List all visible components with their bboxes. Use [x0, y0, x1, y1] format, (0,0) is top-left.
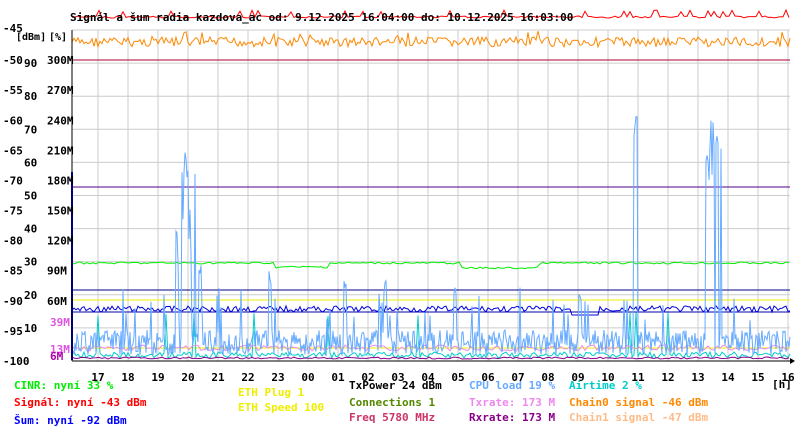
- rate-tick-label: 150M: [47, 205, 74, 218]
- chain0-signal-line: [71, 30, 791, 49]
- pct-tick-label: 20: [24, 289, 37, 302]
- x-unit-label: [h]: [772, 378, 792, 391]
- pct-tick-label: 50: [24, 190, 37, 203]
- legend-signal: Signál: nyní -43 dBm: [14, 396, 147, 409]
- x-tick-label: 11: [631, 371, 645, 384]
- rate-tick-label: 180M: [47, 174, 74, 187]
- dbm-tick-label: -95: [3, 325, 23, 338]
- x-tick-label: 19: [151, 371, 164, 384]
- airtime-line: [71, 312, 791, 360]
- x-tick-label: 13: [691, 371, 704, 384]
- x-tick-label: 20: [181, 371, 194, 384]
- dbm-tick-label: -60: [3, 114, 23, 127]
- x-axis-arrow: [790, 358, 795, 364]
- x-tick-label: 01: [331, 371, 345, 384]
- x-tick-label: 08: [541, 371, 554, 384]
- x-tick-label: 16: [781, 371, 795, 384]
- dbm-tick-label: -80: [3, 235, 23, 248]
- legend-airtime: Airtime 2 %: [569, 379, 642, 392]
- cpu-load-line: [71, 116, 791, 357]
- rate-tick-label: 270M: [47, 84, 74, 97]
- x-tick-label: 05: [451, 371, 464, 384]
- axes: 17 18 19 20 21 22 23 00 01 02 03 04 05 06 07 08 09 10 11 12…: [3, 22, 795, 384]
- x-tick-label: 03: [391, 371, 404, 384]
- rate-tick-label: 13M: [50, 343, 70, 356]
- rate-tick-label: 6M: [50, 350, 64, 363]
- legend-rxrate: Rxrate: 173 M: [469, 411, 556, 424]
- dbm-tick-label: -45: [3, 22, 23, 35]
- x-tick-label: 23: [271, 371, 284, 384]
- dbm-tick-label: -75: [3, 205, 23, 218]
- x-tick-label: 00: [301, 371, 314, 384]
- legend-cinr: CINR: nyní 33 %: [14, 379, 114, 392]
- x-tick-label: 14: [721, 371, 735, 384]
- pct-tick-label: 60: [24, 156, 37, 169]
- legend-eth-plug: ETH Plug 1: [238, 386, 305, 399]
- x-tick-label: 21: [211, 371, 225, 384]
- x-tick-label: 22: [241, 371, 254, 384]
- txrate-line: [71, 344, 790, 352]
- legend-txpower: TxPower 24 dBm: [349, 379, 442, 392]
- pct-tick-label: 80: [24, 90, 37, 103]
- signal-line: [71, 8, 790, 19]
- rate-tick-label: 90M: [47, 265, 67, 278]
- dbm-tick-label: -90: [3, 295, 23, 308]
- dbm-tick-label: -85: [3, 265, 23, 278]
- dbm-tick-label: -70: [3, 174, 23, 187]
- dbm-tick-label: -100: [3, 355, 30, 368]
- dbm-tick-label: -65: [3, 144, 23, 157]
- legend-connections: Connections 1: [349, 396, 436, 409]
- x-tick-label: 06: [481, 371, 495, 384]
- x-tick-label: 17: [91, 371, 104, 384]
- legend-eth-speed: ETH Speed 100: [238, 401, 325, 414]
- rate-tick-label: 300M: [47, 54, 74, 67]
- units-left-label: [dBm]: [16, 32, 46, 43]
- pct-tick-label: 90: [24, 57, 37, 70]
- pct-tick-label: 40: [24, 223, 37, 236]
- rate-tick-label: 240M: [47, 114, 74, 127]
- rate-tick-label: 210M: [47, 144, 74, 157]
- rate-tick-label: 120M: [47, 235, 74, 248]
- x-tick-label: 10: [601, 371, 614, 384]
- legend-chain1: Chain1 signal -47 dBm: [569, 411, 709, 424]
- x-tick-label: 15: [751, 371, 764, 384]
- x-tick-label: 07: [511, 371, 524, 384]
- x-tick-label: 02: [361, 371, 374, 384]
- x-tick-label: 12: [661, 371, 674, 384]
- legend-cpu: CPU load 19 %: [469, 379, 556, 392]
- legend-txrate: Txrate: 173 M: [469, 396, 556, 409]
- x-tick-label: 18: [121, 371, 134, 384]
- pct-tick-label: 10: [24, 322, 37, 335]
- legend-noise: Šum: nyní -92 dBm: [14, 414, 127, 427]
- dbm-tick-label: -55: [3, 84, 23, 97]
- x-tick-label: 09: [571, 371, 584, 384]
- legend-chain0: Chain0 signal -46 dBm: [569, 396, 709, 409]
- rate-tick-label: 60M: [47, 295, 67, 308]
- rate-tick-label: 39M: [50, 316, 70, 329]
- rxrate-line: [71, 356, 790, 360]
- series-layer: [71, 8, 791, 360]
- units-mid-label: [%]: [49, 32, 67, 43]
- chart-title: Signál a šum radia kazdova_ac od: 9.12.2…: [70, 11, 573, 24]
- legend-freq: Freq 5780 MHz: [349, 411, 436, 424]
- dbm-tick-label: -50: [3, 54, 23, 67]
- pct-tick-label: 70: [24, 123, 37, 136]
- x-tick-label: 04: [421, 371, 435, 384]
- pct-tick-label: 30: [24, 256, 37, 269]
